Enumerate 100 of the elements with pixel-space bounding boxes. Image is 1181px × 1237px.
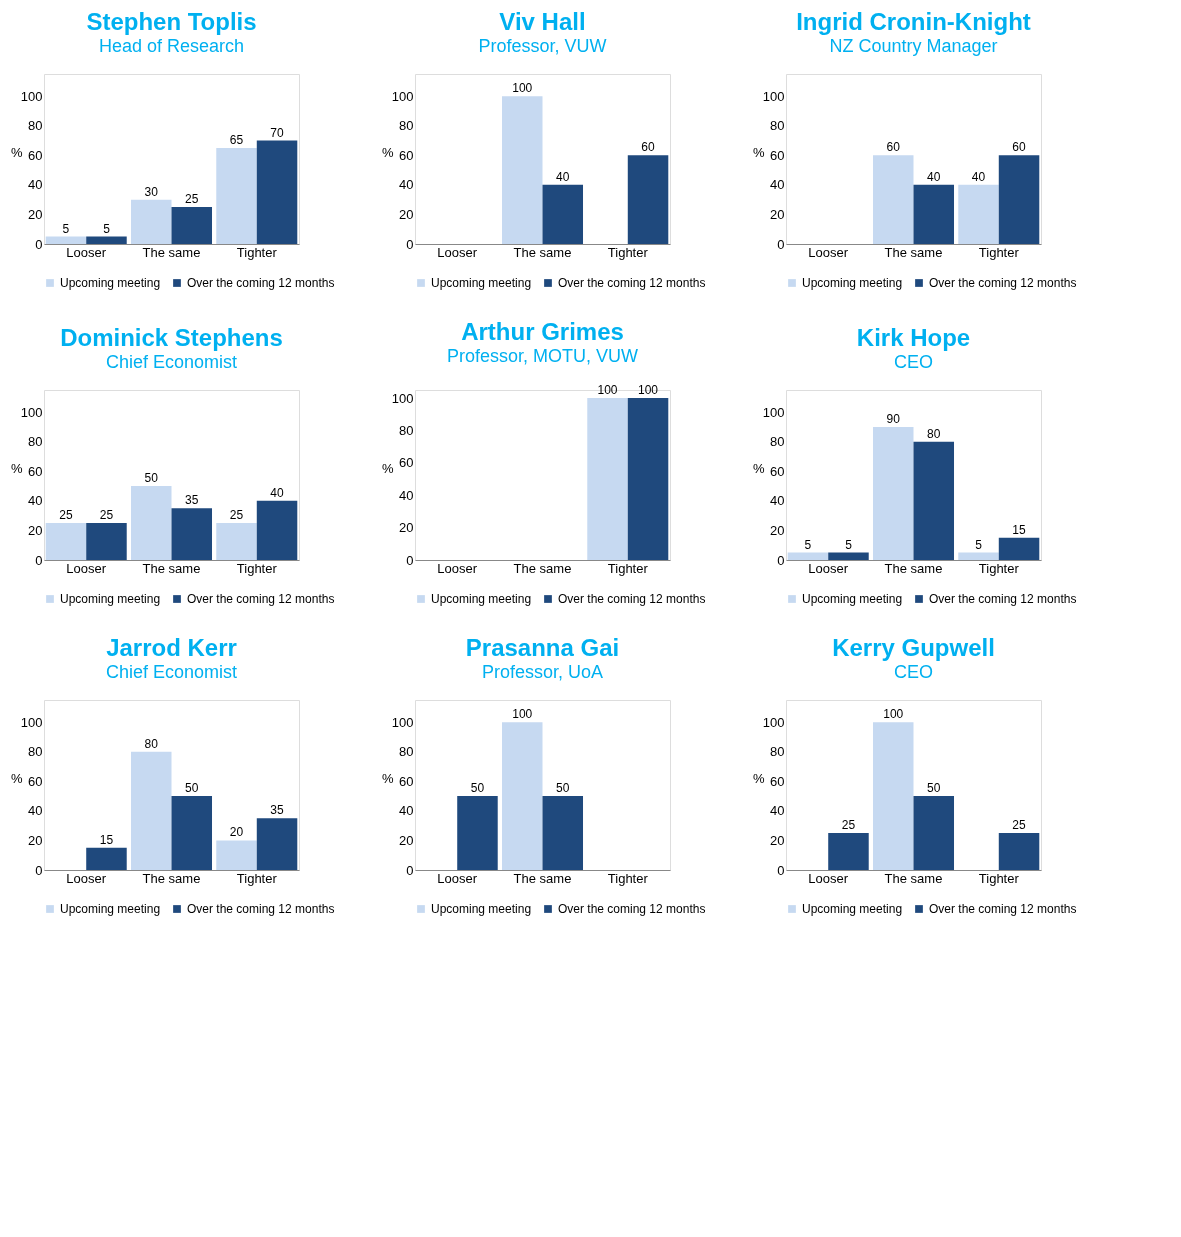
data-label: 100 [512,81,533,96]
data-label: 40 [971,169,986,184]
y-tick-label: 100 [762,714,785,730]
chart-subtitle: Chief Economist [105,352,238,372]
bar [256,140,298,244]
legend-label: Upcoming meeting [431,902,532,916]
y-tick-label: 40 [28,493,43,509]
y-tick-label: 0 [777,236,785,252]
y-tick-label: 80 [28,118,43,134]
y-tick-label: 60 [399,773,414,789]
bar [958,552,999,560]
y-tick-label: 100 [391,714,414,730]
bar [256,818,298,870]
data-label: 25 [99,508,114,523]
bar [872,426,914,560]
legend-label: Upcoming meeting [431,592,532,606]
data-label: 40 [927,169,941,184]
y-tick-label: 80 [399,422,414,438]
data-label: 5 [103,221,111,236]
y-tick-label: 0 [777,862,785,878]
y-tick-label: 60 [770,147,785,163]
legend-label: Over the coming 12 months [187,902,335,916]
data-label: 60 [1012,140,1027,155]
y-tick-label: 20 [770,832,785,848]
y-tick-label: 0 [777,552,785,568]
y-tick-label: 60 [770,773,785,789]
y-axis-title: % [382,144,395,160]
y-tick-label: 40 [770,177,785,193]
legend-label: Upcoming meeting [802,902,903,916]
legend-label: Upcoming meeting [431,276,532,290]
x-tick-label: Looser [808,560,849,576]
y-tick-label: 60 [399,455,414,471]
y-tick-label: 0 [35,236,43,252]
legend-label: Upcoming meeting [60,902,161,916]
bar [216,523,257,560]
y-tick-label: 100 [391,390,414,406]
y-tick-label: 60 [28,147,43,163]
bar [86,847,127,870]
data-label: 25 [841,818,856,833]
legend-label: Over the coming 12 months [558,902,706,916]
data-label: 5 [804,537,812,552]
bar [913,441,955,560]
x-tick-label: The same [142,244,201,260]
bar [872,722,914,870]
data-label: 15 [1012,522,1027,537]
data-label: 5 [845,537,853,552]
y-axis-title: % [753,144,766,160]
bar [828,552,869,560]
chart-title: Kirk Hope [856,324,971,351]
data-label: 50 [927,781,941,796]
data-label: 35 [185,493,199,508]
y-tick-label: 100 [762,404,785,420]
x-tick-label: The same [884,244,943,260]
y-tick-label: 40 [399,177,414,193]
data-label: 100 [638,383,659,398]
data-label: 40 [556,169,570,184]
data-label: 70 [270,125,285,140]
x-tick-label: Looser [66,244,107,260]
y-tick-label: 0 [406,862,414,878]
bar [45,236,87,244]
chart-subtitle: CEO [893,662,934,682]
data-label: 5 [975,537,983,552]
y-axis-title: % [382,770,395,786]
x-tick-label: Tighter [236,870,278,886]
data-label: 25 [1012,818,1027,833]
y-tick-label: 80 [770,118,785,134]
bar [130,486,172,560]
y-axis-title: % [753,460,766,476]
y-tick-label: 40 [28,177,43,193]
x-tick-label: Looser [437,560,478,576]
bar [130,751,172,870]
x-tick-label: Tighter [978,244,1020,260]
y-tick-label: 100 [20,714,43,730]
legend-label: Upcoming meeting [60,592,161,606]
y-axis-title: % [11,144,24,160]
data-label: 50 [144,471,159,486]
y-tick-label: 40 [28,803,43,819]
x-tick-label: Looser [808,244,849,260]
y-tick-label: 100 [391,88,414,104]
data-label: 25 [185,192,199,207]
y-tick-label: 40 [399,803,414,819]
data-label: 5 [62,221,70,236]
bar [787,552,829,560]
data-label: 100 [512,707,533,722]
y-axis-title: % [11,770,24,786]
chart-title: Dominick Stephens [60,324,283,351]
y-tick-label: 100 [20,404,43,420]
chart-subtitle: Professor, UoA [481,662,604,682]
y-tick-label: 0 [35,862,43,878]
chart-title: Jarrod Kerr [106,634,237,661]
data-label: 50 [556,781,570,796]
y-axis-title: % [382,460,395,476]
legend-label: Over the coming 12 months [929,276,1077,290]
chart-title: Stephen Toplis [86,8,257,35]
chart-subtitle: CEO [893,352,934,372]
data-label: 20 [229,825,244,840]
y-tick-label: 20 [770,522,785,538]
x-tick-label: The same [513,560,572,576]
chart-subtitle: Professor, VUW [478,36,607,56]
legend-label: Upcoming meeting [802,276,903,290]
